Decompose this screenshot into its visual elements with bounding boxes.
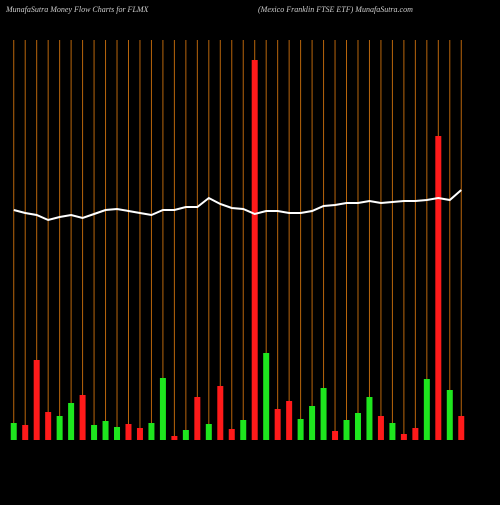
bar — [412, 428, 419, 440]
bar — [286, 401, 293, 440]
bar — [148, 423, 155, 440]
bar — [22, 425, 29, 440]
bar — [274, 409, 281, 440]
bar — [217, 386, 224, 440]
bar — [10, 423, 17, 440]
bar — [56, 416, 63, 440]
bar — [102, 421, 109, 440]
bar — [320, 388, 327, 440]
bar — [182, 430, 189, 440]
bar — [159, 378, 166, 440]
bar — [68, 403, 75, 440]
bar — [423, 379, 430, 440]
bar — [45, 412, 52, 440]
bar — [458, 416, 465, 440]
chart-title: MunafaSutra Money Flow Charts for FLMX — [5, 5, 150, 14]
price-line — [13, 189, 462, 222]
bar — [114, 427, 121, 440]
bar — [309, 406, 316, 440]
bar — [228, 429, 235, 440]
bar — [171, 436, 178, 440]
bar — [263, 353, 270, 440]
bar — [205, 424, 212, 440]
bar — [136, 428, 143, 440]
bar — [377, 416, 384, 440]
bar — [91, 425, 98, 440]
chart-subtitle: (Mexico Franklin FTSE ETF) MunafaSutra.c… — [258, 5, 413, 14]
bar — [332, 431, 339, 440]
bar — [33, 360, 40, 440]
bar — [366, 397, 373, 440]
bar — [389, 423, 396, 440]
bar — [297, 419, 304, 440]
bar — [400, 434, 407, 440]
bar — [435, 136, 442, 440]
bar — [125, 424, 132, 440]
bar — [251, 60, 258, 440]
bar — [354, 413, 361, 440]
bar — [79, 395, 86, 440]
bar — [343, 420, 350, 440]
bar — [446, 390, 453, 440]
bar — [240, 420, 247, 440]
bar — [194, 397, 201, 440]
